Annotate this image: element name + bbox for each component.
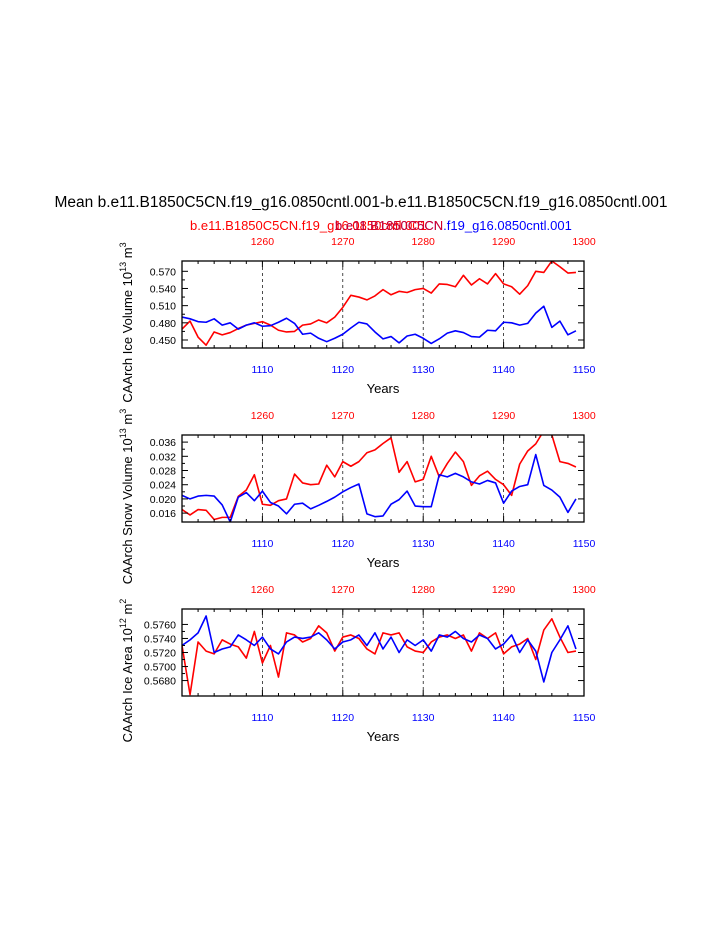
x-axis-label: Years <box>367 729 400 744</box>
x-tick-label-bottom: 1130 <box>412 364 435 376</box>
panel-2: 1110 1120 1130 1140 1150 1260 1270 1280 1290 1300… <box>118 409 596 584</box>
x-tick-label-bottom: 1140 <box>492 364 515 376</box>
x-tick-label-top: 1260 <box>251 236 275 248</box>
x-tick-label-bottom: 1150 <box>573 712 596 724</box>
blue-series-line <box>182 453 577 522</box>
x-tick-label-top: 1300 <box>572 584 596 596</box>
x-tick-label-bottom: 1110 <box>251 712 273 724</box>
x-tick-label-top: 1260 <box>251 584 275 596</box>
y-axis-label: CAArch Ice Volume 1013 m3 <box>118 242 135 402</box>
x-tick-label-top: 1290 <box>492 584 516 596</box>
panels-group: 1110 1120 1130 1140 1150 1260 1270 1280 1290 1300… <box>118 236 596 744</box>
y-tick-label: 0.5720 <box>144 648 176 660</box>
x-tick-label-bottom: 1140 <box>492 538 515 550</box>
y-axis-label: CAArch Ice Area 1012 m2 <box>118 599 135 743</box>
x-tick-label-top: 1270 <box>331 584 355 596</box>
x-tick-label-bottom: 1120 <box>332 364 355 376</box>
figure-title: Mean b.e11.B1850C5CN.f19_g16.0850cntl.00… <box>55 194 668 211</box>
y-tick-label: 0.450 <box>150 335 176 347</box>
panel-3: 1110 1120 1130 1140 1150 1260 1270 1280 1290 1300… <box>118 584 596 744</box>
legend-overlap-label: b.e11.B1850C5CN <box>335 218 443 233</box>
blue-series-line <box>182 615 577 683</box>
blue-series-line <box>182 305 577 345</box>
y-axis-label: CAArch Snow Volume 1013 m3 <box>118 409 135 584</box>
y-tick-label: 0.570 <box>150 266 176 278</box>
plot-frame <box>181 260 585 349</box>
x-tick-label-bottom: 1150 <box>573 364 596 376</box>
x-tick-label-top: 1300 <box>572 410 596 422</box>
x-tick-label-bottom: 1140 <box>492 712 515 724</box>
legend-red-label: b.e11.B1850C5CN.f19_g16.0850cntl.001 <box>190 218 427 233</box>
x-tick-label-bottom: 1150 <box>573 538 596 550</box>
x-tick-label-top: 1300 <box>572 236 596 248</box>
y-tick-label: 0.480 <box>150 318 176 330</box>
y-tick-label: 0.016 <box>150 508 176 520</box>
x-tick-label-top: 1270 <box>331 236 355 248</box>
x-axis-label: Years <box>367 555 400 570</box>
x-tick-label-bottom: 1110 <box>251 538 273 550</box>
y-tick-label: 0.5760 <box>144 619 176 631</box>
plot-frame <box>181 434 585 523</box>
y-tick-label: 0.5700 <box>144 662 176 674</box>
x-tick-label-bottom: 1130 <box>412 712 435 724</box>
x-tick-label-bottom: 1130 <box>412 538 435 550</box>
legend-blue-label: b.e11.B1850C5CN.f19_g16.0850cntl.001 <box>335 218 572 233</box>
y-tick-label: 0.020 <box>150 494 176 506</box>
y-tick-label: 0.036 <box>150 437 176 449</box>
x-tick-label-bottom: 1120 <box>332 712 355 724</box>
y-tick-label: 0.032 <box>150 451 176 463</box>
x-axis-label: Years <box>367 381 400 396</box>
x-tick-label-top: 1260 <box>251 410 275 422</box>
y-tick-label: 0.5740 <box>144 633 176 645</box>
x-tick-label-top: 1280 <box>412 584 436 596</box>
y-tick-label: 0.028 <box>150 466 176 478</box>
x-tick-label-top: 1280 <box>412 236 436 248</box>
y-tick-label: 0.5680 <box>144 676 176 688</box>
legend: b.e11.B1850C5CN.f19_g16.0850cntl.001 b.e… <box>190 218 572 233</box>
x-tick-label-top: 1280 <box>412 410 436 422</box>
panel-1: 1110 1120 1130 1140 1150 1260 1270 1280 1290 1300… <box>118 236 596 403</box>
x-tick-label-top: 1290 <box>492 236 516 248</box>
red-series-line <box>182 618 577 696</box>
red-series-line <box>182 261 577 346</box>
x-tick-label-top: 1270 <box>331 410 355 422</box>
y-tick-label: 0.024 <box>150 480 176 492</box>
x-tick-label-bottom: 1110 <box>251 364 273 376</box>
y-tick-label: 0.510 <box>150 301 176 313</box>
y-tick-label: 0.540 <box>150 283 176 295</box>
x-tick-label-top: 1290 <box>492 410 516 422</box>
red-series-line <box>182 435 577 521</box>
x-tick-label-bottom: 1120 <box>332 538 355 550</box>
